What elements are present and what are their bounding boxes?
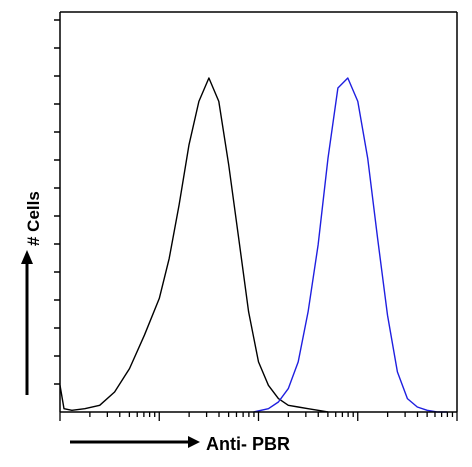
control-histogram-line: [59, 77, 329, 413]
anti-pbr-histogram-line: [253, 77, 448, 413]
series-layer: [59, 77, 448, 413]
tick-marks: [54, 19, 458, 421]
y-axis-label: # Cells: [24, 191, 43, 246]
x-label-arrow-head: [188, 436, 200, 448]
y-label-arrow-head: [21, 250, 33, 264]
x-axis-label: Anti- PBR: [206, 434, 290, 454]
